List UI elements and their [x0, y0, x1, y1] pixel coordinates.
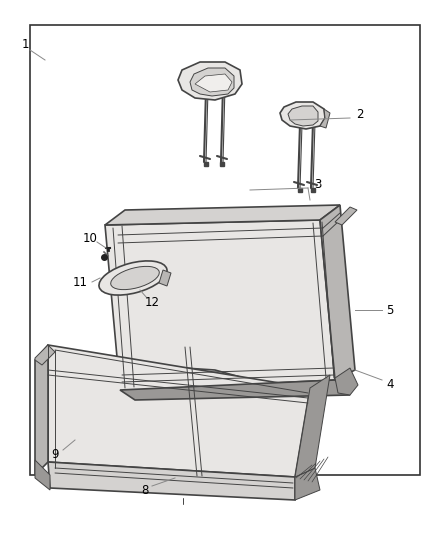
Polygon shape [48, 462, 295, 500]
Polygon shape [288, 106, 318, 126]
Polygon shape [120, 380, 350, 400]
Text: 10: 10 [82, 231, 97, 245]
Polygon shape [35, 345, 48, 475]
Polygon shape [35, 345, 55, 365]
Polygon shape [320, 109, 330, 128]
Polygon shape [335, 368, 358, 395]
Polygon shape [295, 468, 320, 500]
Text: 11: 11 [73, 277, 88, 289]
Text: 12: 12 [145, 296, 159, 310]
Text: 8: 8 [141, 483, 148, 497]
Text: 1: 1 [21, 38, 29, 52]
Bar [30, 25, 420, 475]
Ellipse shape [99, 261, 167, 295]
Polygon shape [105, 205, 340, 225]
Polygon shape [335, 207, 357, 225]
Polygon shape [60, 360, 305, 470]
Text: 2: 2 [356, 109, 364, 122]
Polygon shape [195, 74, 232, 92]
Text: 3: 3 [314, 179, 321, 191]
Polygon shape [190, 68, 234, 96]
Polygon shape [105, 220, 335, 390]
Polygon shape [178, 62, 242, 100]
Polygon shape [295, 375, 330, 477]
Text: 9: 9 [51, 448, 59, 462]
Text: 5: 5 [386, 303, 394, 317]
Text: 4: 4 [386, 378, 394, 392]
Ellipse shape [111, 266, 159, 289]
Polygon shape [320, 205, 355, 380]
Polygon shape [159, 270, 171, 286]
Polygon shape [48, 345, 310, 477]
Polygon shape [35, 460, 50, 490]
Polygon shape [280, 102, 325, 129]
